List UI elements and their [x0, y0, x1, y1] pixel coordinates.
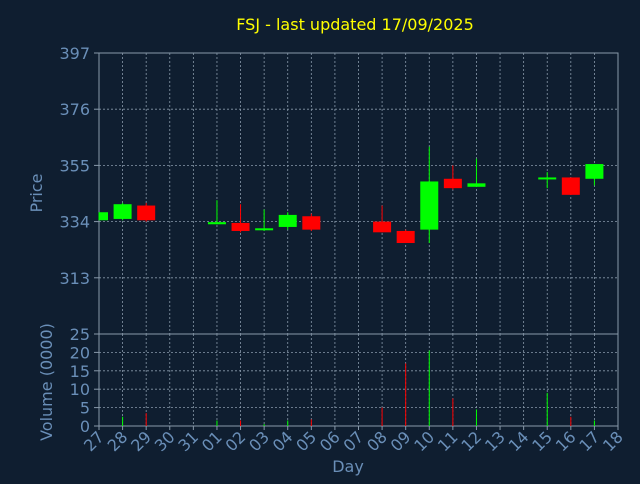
x-axis-label: Day — [332, 457, 364, 476]
price-panel: 397 376 355 334 313 — [59, 44, 619, 335]
x-tick-label: 18 — [599, 427, 627, 455]
candle-body — [443, 178, 462, 189]
volume-tick-label: 0 — [80, 417, 90, 436]
x-tick-labels: 2728293031010203040506070809101112131415… — [80, 426, 627, 455]
candle-body — [278, 214, 297, 227]
volume-axis-label: Volume (0000) — [37, 323, 56, 441]
price-tick-label: 397 — [59, 44, 90, 63]
volume-tick-label: 15 — [70, 362, 90, 381]
volume-tick-label: 5 — [80, 399, 90, 418]
candle-body — [373, 221, 392, 233]
candle-body — [467, 183, 486, 187]
volume-tick-label: 25 — [70, 325, 90, 344]
candle-body — [396, 230, 415, 244]
price-tick-label: 313 — [59, 269, 90, 288]
candle-body — [137, 205, 156, 221]
price-axis-label: Price — [27, 173, 46, 212]
volume-tick-label: 10 — [70, 380, 90, 399]
volume-tick-label: 20 — [70, 343, 90, 362]
candle-body — [113, 204, 132, 219]
price-tick-label: 355 — [59, 156, 90, 175]
candle-body — [585, 164, 604, 179]
price-tick-label: 334 — [59, 213, 90, 232]
candle-body — [231, 222, 250, 231]
candle-body — [302, 216, 321, 230]
chart-title: FSJ - last updated 17/09/2025 — [236, 15, 474, 34]
candle-body — [538, 177, 557, 180]
candle-body — [207, 222, 226, 225]
candle-body — [420, 181, 439, 230]
price-tick-label: 376 — [59, 100, 90, 119]
candle-body — [255, 228, 274, 231]
candle-body — [561, 177, 580, 195]
candle-body — [99, 212, 108, 221]
